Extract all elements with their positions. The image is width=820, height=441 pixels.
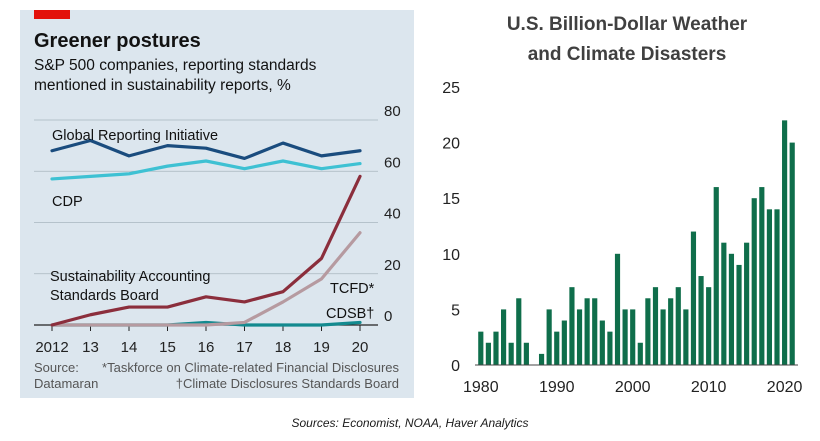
x-tick-label: 15: [159, 339, 176, 356]
right-bar-chart: U.S. Billion-Dollar Weather and Climate D…: [442, 14, 803, 396]
sources-note: Sources: Economist, NOAA, Haver Analytic…: [291, 416, 529, 430]
series-label: CDSB†: [326, 306, 374, 322]
bar: [668, 298, 674, 365]
bar: [751, 198, 757, 365]
series-label: Sustainability Accounting: [50, 269, 210, 285]
bar: [713, 187, 719, 365]
x-tick-label: 17: [236, 339, 253, 356]
series-label: Standards Board: [50, 288, 159, 304]
y-tick-label: 20: [384, 257, 401, 274]
bar: [706, 287, 712, 365]
bar: [774, 209, 780, 365]
bar: [561, 320, 567, 365]
y-tick-label: 0: [384, 308, 392, 325]
left-chart-title: Greener postures: [34, 30, 201, 52]
footnote-label: *Taskforce on Climate-related Financial …: [102, 360, 399, 375]
series-label: Global Reporting Initiative: [52, 128, 218, 144]
bar: [614, 253, 621, 365]
bar: [630, 309, 636, 365]
bar: [652, 287, 659, 365]
x-tick-label: 2012: [35, 339, 68, 356]
bar: [523, 342, 529, 365]
x-tick-label: 1980: [463, 379, 499, 396]
right-chart-title: and Climate Disasters: [528, 44, 727, 65]
bar: [637, 342, 643, 365]
bar: [782, 120, 788, 365]
source-label: Datamaran: [34, 376, 98, 391]
right-chart-title: U.S. Billion-Dollar Weather: [507, 14, 748, 35]
x-tick-label: 13: [82, 339, 99, 356]
bar: [766, 209, 772, 365]
x-tick-label: 1990: [539, 379, 575, 396]
bar: [508, 342, 514, 365]
bar: [485, 342, 491, 365]
y-tick-label: 60: [384, 154, 401, 171]
bar: [789, 142, 795, 365]
x-tick-label: 20: [352, 339, 369, 356]
bar: [759, 187, 765, 365]
bar: [478, 331, 484, 365]
y-tick-label: 0: [451, 358, 460, 375]
left-chart-subtitle-line-2: mentioned in sustainability reports, %: [34, 77, 291, 94]
y-tick-label: 40: [384, 206, 401, 223]
bar: [645, 298, 651, 365]
series-line: [50, 159, 362, 181]
bar: [538, 353, 545, 365]
series-label: CDP: [52, 194, 83, 210]
x-tick-label: 16: [198, 339, 215, 356]
y-tick-label: 80: [384, 103, 401, 120]
bar: [592, 298, 598, 365]
x-tick-label: 2000: [615, 379, 651, 396]
bar: [569, 287, 575, 365]
left-chart-subtitle-line-1: S&P 500 companies, reporting standards: [34, 57, 317, 74]
source-label: Source:: [34, 360, 79, 375]
bar: [721, 242, 727, 365]
series-line: [50, 174, 362, 327]
y-tick-label: 20: [442, 136, 460, 153]
series-label: TCFD*: [330, 281, 375, 297]
y-tick-label: 5: [451, 302, 460, 319]
footnote-label: †Climate Disclosures Standards Board: [176, 376, 399, 391]
bar: [660, 309, 666, 365]
bar: [516, 298, 522, 365]
bar: [501, 309, 507, 365]
left-line-chart: 0 20 40 60 80 2012 13 14 15 16 17 18 19 20 Global Repo…: [34, 103, 401, 391]
bar: [584, 298, 590, 365]
series-line: [50, 231, 362, 327]
bar: [576, 309, 583, 365]
x-tick-label: 2010: [691, 379, 727, 396]
y-tick-label: 15: [442, 191, 460, 208]
x-tick-label: 14: [121, 339, 138, 356]
x-tick-label: 19: [313, 339, 330, 356]
series-line: [50, 138, 362, 161]
y-tick-label: 25: [442, 80, 460, 97]
bar: [728, 253, 735, 365]
y-tick-label: 10: [442, 247, 460, 264]
bar: [599, 320, 605, 365]
x-tick-label: 18: [275, 339, 292, 356]
economist-red-tag: [34, 10, 70, 19]
bar: [607, 331, 613, 365]
x-tick-label: 2020: [767, 379, 803, 396]
bar: [698, 276, 704, 365]
bar: [546, 309, 552, 365]
bar: [736, 264, 742, 365]
bar: [493, 331, 499, 365]
bar: [690, 231, 697, 365]
bar: [683, 309, 689, 365]
bar: [554, 331, 560, 365]
bar: [744, 242, 750, 365]
bar: [622, 309, 628, 365]
bar: [675, 287, 681, 365]
